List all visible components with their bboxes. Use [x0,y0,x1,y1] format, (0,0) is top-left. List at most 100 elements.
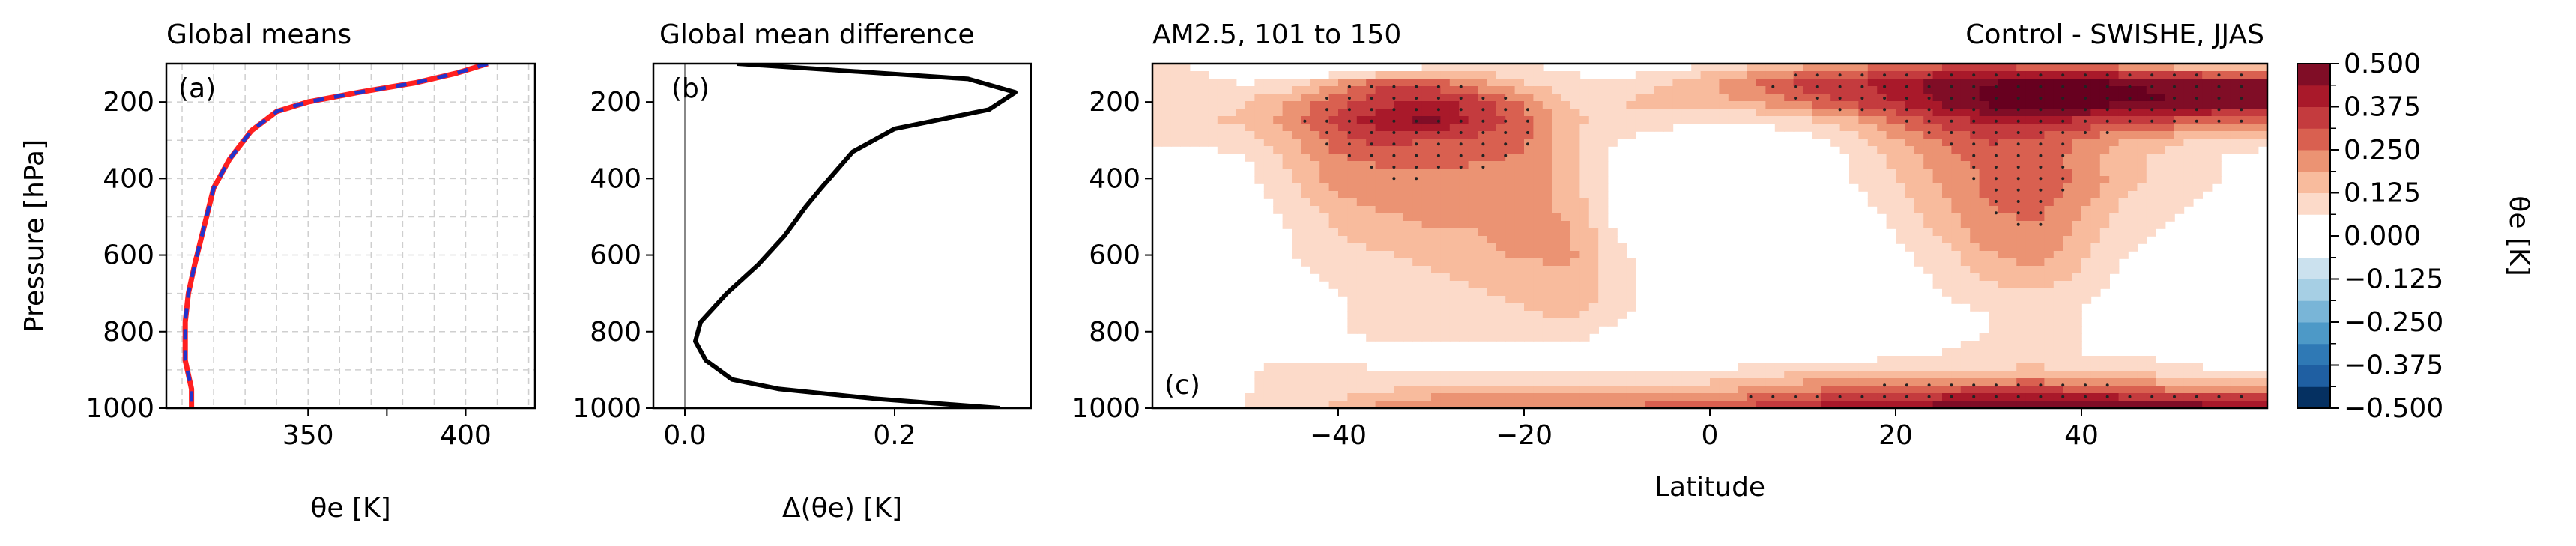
contour-cell [1942,228,1953,237]
contour-cell [1960,191,1971,199]
contour-cell [2081,139,2092,147]
stipple-dot [1325,131,1329,134]
contour-cell [1989,191,1999,199]
contour-cell [1923,221,1934,229]
contour-cell [1328,109,1339,117]
contour-cell [1487,154,1497,162]
contour-cell [1375,326,1385,334]
contour-cell [1923,251,1934,259]
contour-cell [2044,266,2055,274]
contour-cell [2007,378,2017,386]
contour-cell [1282,169,1292,177]
contour-cell [1449,378,1460,386]
contour-cell [1338,161,1349,169]
contour-cell [1505,213,1516,222]
contour-cell [1960,221,1971,229]
contour-cell [1301,221,1311,229]
contour-cell [2239,64,2249,72]
contour-cell [1514,378,1525,386]
contour-cell [1328,221,1339,229]
contour-cell [2081,169,2092,177]
contour-cell [1951,116,1962,124]
contour-cell [1440,371,1451,379]
contour-cell [2156,154,2166,162]
contour-cell [1412,386,1423,394]
contour-cell [2016,341,2027,349]
contour-cell [1886,386,1896,394]
contour-cell [1979,131,1989,139]
contour-cell [1375,266,1385,274]
contour-cell [1979,341,1989,349]
contour-cell [1496,333,1506,342]
contour-cell [2230,146,2240,154]
contour-cell [1189,79,1200,87]
contour-cell [1886,154,1896,162]
contour-cell [2165,79,2175,87]
contour-cell [1199,116,1209,124]
contour-cell [1459,386,1469,394]
contour-cell [1487,303,1497,312]
contour-cell [1356,71,1367,79]
contour-cell [1487,101,1497,109]
contour-cell [2192,109,2203,117]
contour-cell [1347,318,1358,327]
contour-cell [2007,281,2017,289]
contour-cell [1431,116,1442,124]
contour-cell [2211,94,2222,102]
contour-cell [1858,64,1869,72]
contour-cell [1728,371,1738,379]
contour-cell [1839,378,1850,386]
contour-cell [1496,221,1506,229]
panel-c-xticks: −40 −20 0 20 40 [1310,408,2099,451]
contour-cell [2053,124,2063,132]
contour-cell [1774,116,1785,124]
contour-cell [1998,333,2008,342]
contour-cell [2099,139,2110,147]
contour-cell [1691,386,1702,394]
contour-cell [1932,356,1943,364]
colorbar-band [2297,300,2330,323]
contour-cell [1626,86,1636,94]
contour-cell [1524,228,1535,237]
contour-cell [1570,236,1581,244]
contour-cell [1552,243,1562,252]
contour-cell [1598,371,1609,379]
contour-cell [1319,101,1330,109]
contour-cell [1366,258,1376,267]
contour-cell [2211,101,2222,109]
contour-cell [2072,258,2082,267]
contour-cell [1431,94,1442,102]
contour-cell [1960,198,1971,207]
contour-cell [2035,101,2046,109]
contour-cell [1784,401,1795,408]
contour-cell [1152,94,1163,102]
contour-cell [1979,296,1989,304]
contour-cell [1449,236,1460,244]
contour-cell [1431,333,1442,342]
contour-cell [1970,243,1980,252]
contour-cell [1412,311,1423,319]
contour-cell [2202,124,2213,132]
contour-cell [1292,221,1302,229]
contour-cell [1691,79,1702,87]
contour-cell [1896,101,1906,109]
contour-cell [1588,79,1599,87]
contour-cell [1375,86,1385,94]
contour-cell [1561,303,1571,312]
stipple-dot [2217,73,2221,77]
contour-cell [1496,154,1506,162]
colorbar-band [2297,386,2330,409]
contour-cell [1970,79,1980,87]
contour-cell [1542,101,1552,109]
contour-cell [1561,228,1571,237]
contour-cell [1533,116,1544,124]
contour-cell [1960,206,1971,214]
contour-cell [1960,258,1971,267]
contour-cell [1607,131,1618,139]
contour-cell [1366,198,1376,207]
contour-cell [1998,198,2008,207]
stipple-dot [1325,97,1329,100]
contour-cell [1403,154,1413,162]
contour-cell [2109,363,2120,371]
contour-cell [1394,116,1404,124]
